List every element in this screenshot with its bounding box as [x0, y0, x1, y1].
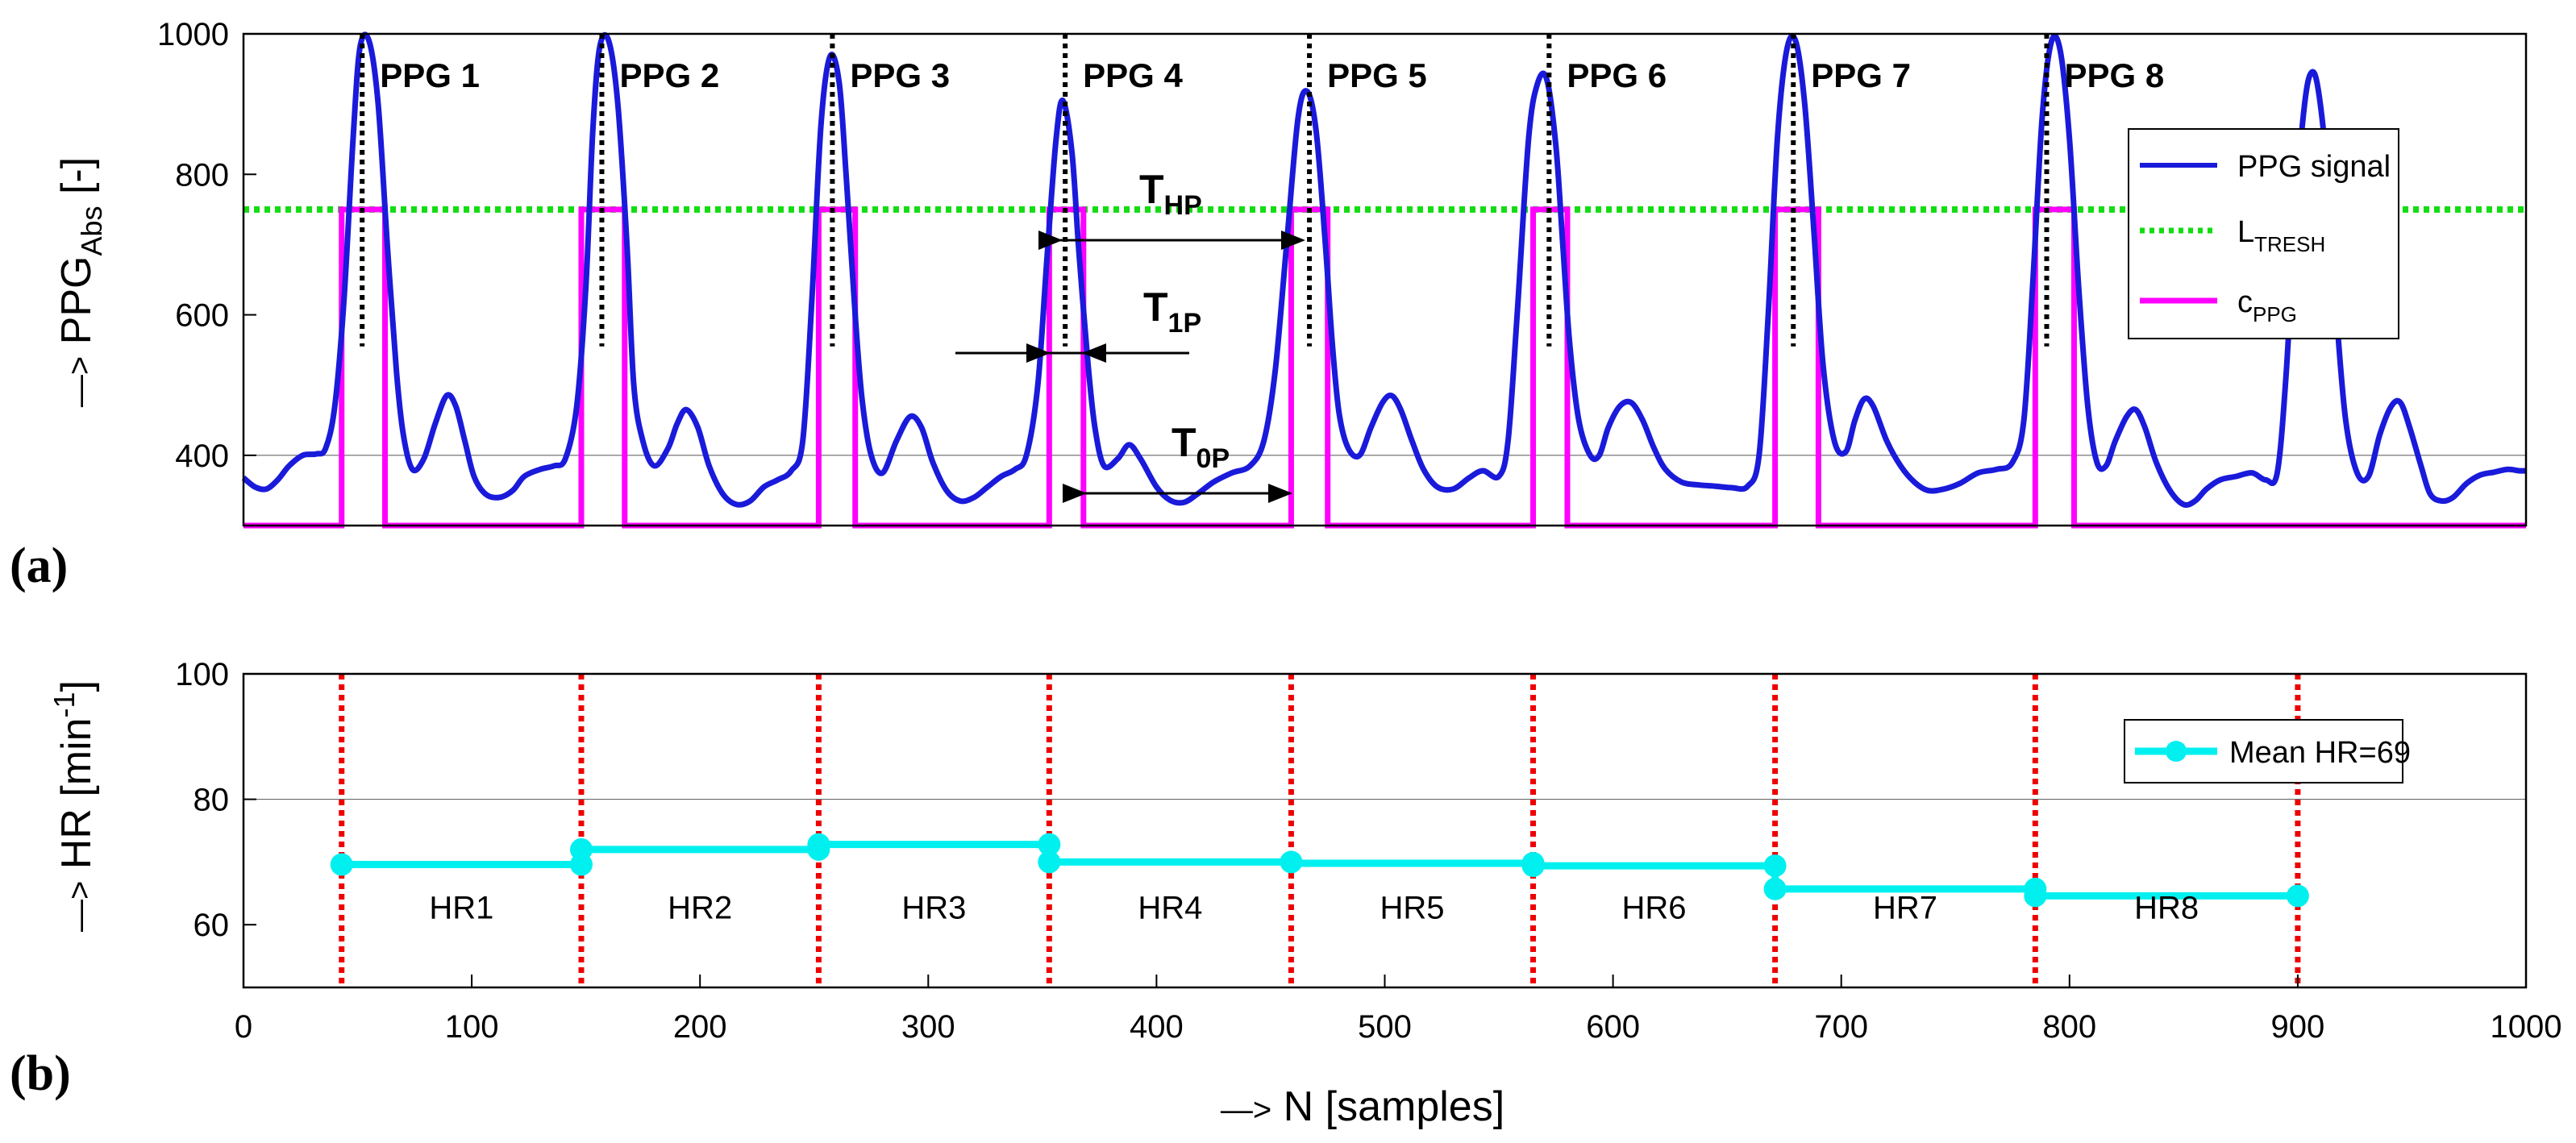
hr-marker-12 — [1763, 877, 1787, 900]
ytick-label-a-400: 400 — [175, 438, 229, 474]
peak-label-4: PPG 4 — [1083, 56, 1183, 94]
ytick-label-b-60: 60 — [194, 908, 230, 943]
xtick-label-1000: 1000 — [2491, 1009, 2562, 1045]
annotation-arrows — [955, 231, 1305, 503]
legend-threshold-label: LTRESH — [2237, 215, 2325, 256]
hr-marker-14 — [2024, 884, 2047, 908]
t0p-label: T0P — [1171, 420, 1230, 474]
panel-b-ylabel: —> HR [min-1] — [48, 680, 100, 932]
hr-label-1: HR1 — [429, 890, 493, 925]
panel-a-ppg-plot: PPG 1 PPG 2 PPG 3 PPG 4 PPG 5 PPG 6 PPG 7 PPG 8… — [10, 17, 2528, 593]
xtick-label-100: 100 — [445, 1009, 499, 1045]
peak-label-8: PPG 8 — [2064, 56, 2164, 94]
hr-marker-11 — [1763, 854, 1787, 878]
hr-marker-5 — [807, 833, 830, 856]
xtick-label-400: 400 — [1130, 1009, 1184, 1045]
ytick-label-a-800: 800 — [175, 157, 229, 193]
xtick-label-700: 700 — [1814, 1009, 1868, 1045]
xtick-label-800: 800 — [2042, 1009, 2096, 1045]
peak-label-7: PPG 7 — [1811, 56, 1911, 94]
panel-a-ylabel: —> PPGAbs [-] — [53, 157, 108, 407]
hr-marker-7 — [1038, 850, 1061, 874]
ytick-label-a-600: 600 — [175, 298, 229, 334]
ytick-label-b-100: 100 — [175, 657, 229, 692]
panel-b-yticks: 60 80 100 — [175, 657, 256, 943]
hr-series — [330, 833, 2309, 908]
hr-marker-8 — [1280, 850, 1303, 874]
hr-label-5: HR5 — [1380, 890, 1444, 925]
t1p-label: T1P — [1143, 285, 1201, 339]
thp-label: THP — [1139, 167, 1202, 221]
hr-label-8: HR8 — [2134, 890, 2199, 925]
hr-label-7: HR7 — [1873, 890, 1937, 925]
hr-marker-3 — [569, 838, 593, 861]
panel-b-xlabel: —> N [samples] — [1221, 1083, 1504, 1130]
hr-marker-6 — [1038, 833, 1061, 856]
panel-label-a: (a) — [10, 538, 68, 593]
xtick-label-900: 900 — [2271, 1009, 2325, 1045]
hr-marker-15 — [2286, 884, 2309, 908]
ytick-label-a-1000: 1000 — [157, 17, 229, 52]
xtick-label-600: 600 — [1586, 1009, 1640, 1045]
peak-label-6: PPG 6 — [1567, 56, 1667, 94]
xtick-label-0: 0 — [235, 1009, 252, 1045]
panel-b-xticks: 0 100 200 300 400 500 600 700 800 900 1000 — [235, 975, 2562, 1045]
peak-label-3: PPG 3 — [850, 56, 950, 94]
peak-label-5: PPG 5 — [1327, 56, 1427, 94]
hr-label-6: HR6 — [1622, 890, 1687, 925]
hr-label-3: HR3 — [901, 890, 966, 925]
ytick-label-b-80: 80 — [194, 783, 230, 818]
legend-bottom: Mean HR=69 — [2124, 719, 2411, 783]
legend-hr-marker — [2166, 741, 2187, 762]
peak-label-1: PPG 1 — [380, 56, 480, 94]
xtick-label-300: 300 — [901, 1009, 955, 1045]
xtick-label-200: 200 — [673, 1009, 727, 1045]
legend-top: PPG signal LTRESH cPPG — [2128, 128, 2399, 339]
legend-hr-label: Mean HR=69 — [2229, 736, 2411, 770]
panel-a-frame — [242, 32, 2528, 527]
xtick-label-500: 500 — [1358, 1009, 1412, 1045]
hr-marker-10 — [1521, 854, 1545, 878]
peak-label-2: PPG 2 — [619, 56, 719, 94]
legend-ppg-label: PPG signal — [2237, 150, 2391, 184]
hr-label-4: HR4 — [1138, 890, 1202, 925]
hr-label-2: HR2 — [668, 890, 732, 925]
panel-label-b: (b) — [10, 1046, 71, 1101]
hr-marker-1 — [330, 853, 353, 876]
hr-segment-labels: HR1 HR2 HR3 HR4 HR5 HR6 HR7 HR8 — [429, 890, 2199, 925]
panel-b-hr-plot: HR1 HR2 HR3 HR4 HR5 HR6 HR7 HR8 60 80 100 0 100 200… — [10, 657, 2561, 1130]
peak-markers: PPG 1 PPG 2 PPG 3 PPG 4 PPG 5 PPG 6 PPG 7 PPG 8 — [360, 34, 2164, 347]
legend-cppg-label: cPPG — [2237, 285, 2297, 326]
panel-a-yticks: 400 600 800 1000 — [157, 17, 256, 474]
